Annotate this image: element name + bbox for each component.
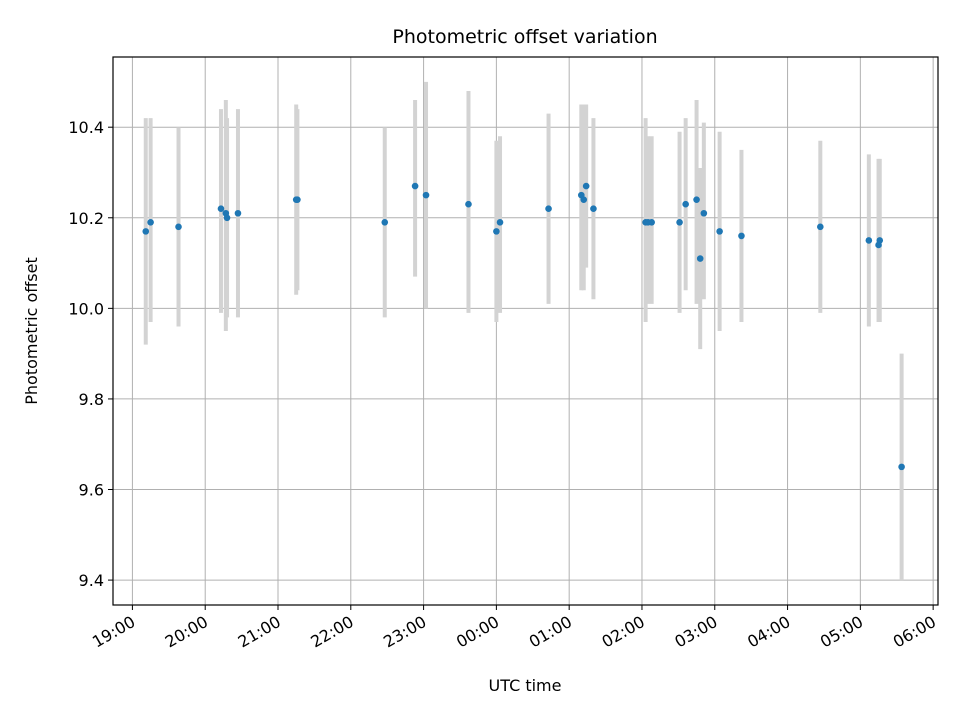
y-tick-label: 9.8: [79, 390, 104, 409]
y-axis-title: Photometric offset: [22, 257, 41, 405]
data-point: [545, 205, 552, 213]
data-point: [693, 196, 700, 203]
data-point: [422, 191, 430, 199]
data-point: [582, 182, 590, 190]
data-point: [648, 219, 655, 226]
y-tick-label: 9.4: [79, 571, 104, 590]
data-point: [234, 209, 242, 217]
data-point: [294, 196, 301, 203]
data-point: [898, 463, 905, 471]
data-point: [696, 255, 704, 262]
data-point: [142, 228, 150, 235]
data-point: [223, 214, 231, 222]
y-axis-ticks: 9.4 9.6 9.8 10.0 10.2 10.4: [68, 118, 113, 590]
data-point: [865, 237, 873, 244]
data-point: [217, 205, 225, 213]
y-tick-label: 10.2: [68, 209, 104, 228]
x-axis-title: UTC time: [489, 676, 562, 695]
data-point: [876, 237, 884, 244]
data-point: [700, 209, 708, 217]
data-point: [590, 205, 597, 213]
y-tick-label: 9.6: [79, 481, 104, 500]
data-point: [817, 223, 824, 231]
data-point: [682, 200, 689, 208]
data-point: [580, 196, 588, 203]
plot-frame: [112, 56, 939, 606]
chart-title: Photometric offset variation: [392, 26, 657, 48]
y-tick-label: 10.4: [68, 118, 104, 137]
data-point: [175, 223, 182, 231]
data-point: [676, 219, 683, 226]
data-point: [716, 228, 723, 235]
data-point: [493, 228, 500, 235]
data-point: [496, 219, 504, 226]
data-point: [465, 200, 472, 208]
data-point: [738, 232, 745, 240]
y-tick-label: 10.0: [68, 299, 104, 318]
data-point: [147, 219, 154, 226]
data-point: [381, 219, 389, 226]
data-point: [411, 182, 419, 190]
data-points: [142, 182, 905, 471]
